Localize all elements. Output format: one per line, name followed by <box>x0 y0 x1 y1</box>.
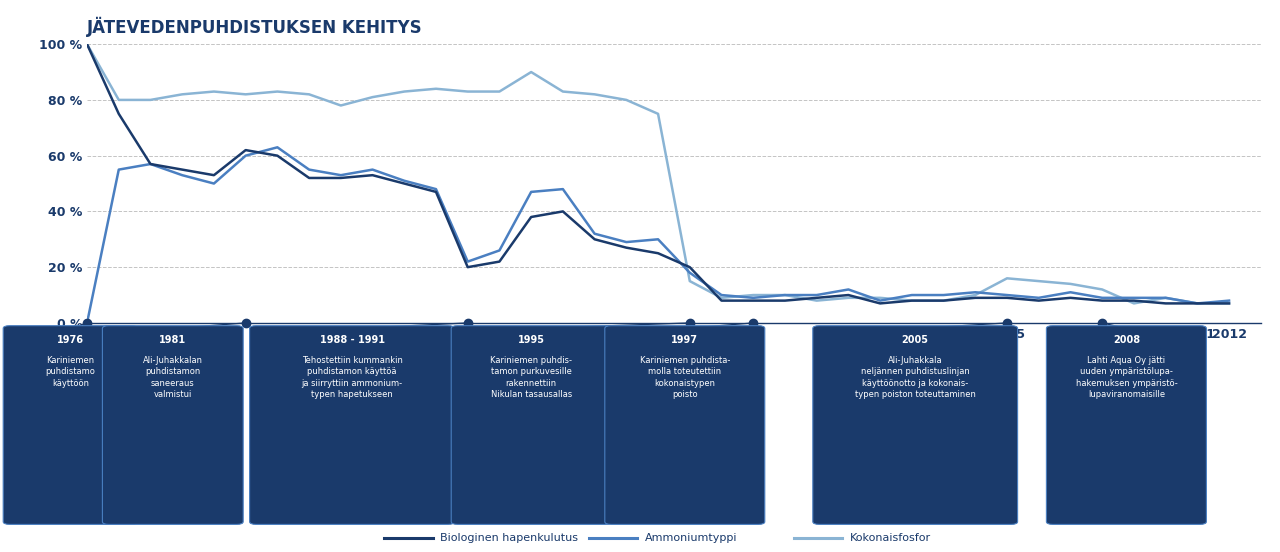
Text: Kokonaisfosfor: Kokonaisfosfor <box>850 533 931 543</box>
Text: Kariniemen puhdista-
molla toteutettiin
kokonaistypen
poisto: Kariniemen puhdista- molla toteutettiin … <box>640 356 730 400</box>
Text: Tehostettiin kummankin
puhdistamon käyttöä
ja siirryttiin ammonium-
typen hapetu: Tehostettiin kummankin puhdistamon käytt… <box>301 356 403 400</box>
Text: Ali-Juhakkalan
puhdistamon
saneeraus
valmistui: Ali-Juhakkalan puhdistamon saneeraus val… <box>143 356 202 400</box>
Text: 1981: 1981 <box>159 335 187 345</box>
Text: 2008: 2008 <box>1112 335 1140 345</box>
Text: 2005: 2005 <box>901 335 929 345</box>
Text: 1988 - 1991: 1988 - 1991 <box>320 335 384 345</box>
Text: Ammoniumtyppi: Ammoniumtyppi <box>645 533 737 543</box>
Text: Kariniemen
puhdistamo
käyttöön: Kariniemen puhdistamo käyttöön <box>46 356 95 388</box>
Text: 1976: 1976 <box>56 335 84 345</box>
Text: 1995: 1995 <box>517 335 545 345</box>
Text: 1997: 1997 <box>671 335 699 345</box>
Text: Ali-Juhakkala
neljännen puhdistuslinjan
käyttöönotto ja kokonais-
typen poiston : Ali-Juhakkala neljännen puhdistuslinjan … <box>855 356 975 400</box>
Text: Biologinen hapenkulutus: Biologinen hapenkulutus <box>440 533 579 543</box>
Text: Lahti Aqua Oy jätti
uuden ympäristölupa-
hakemuksen ympäristö-
lupaviranomaisill: Lahti Aqua Oy jätti uuden ympäristölupa-… <box>1075 356 1178 400</box>
Text: JÄTEVEDENPUHDISTUKSEN KEHITYS: JÄTEVEDENPUHDISTUKSEN KEHITYS <box>87 17 422 37</box>
Text: Kariniemen puhdis-
tamon purkuvesille
rakennettiin
Nikulan tasausallas: Kariniemen puhdis- tamon purkuvesille ra… <box>490 356 572 400</box>
